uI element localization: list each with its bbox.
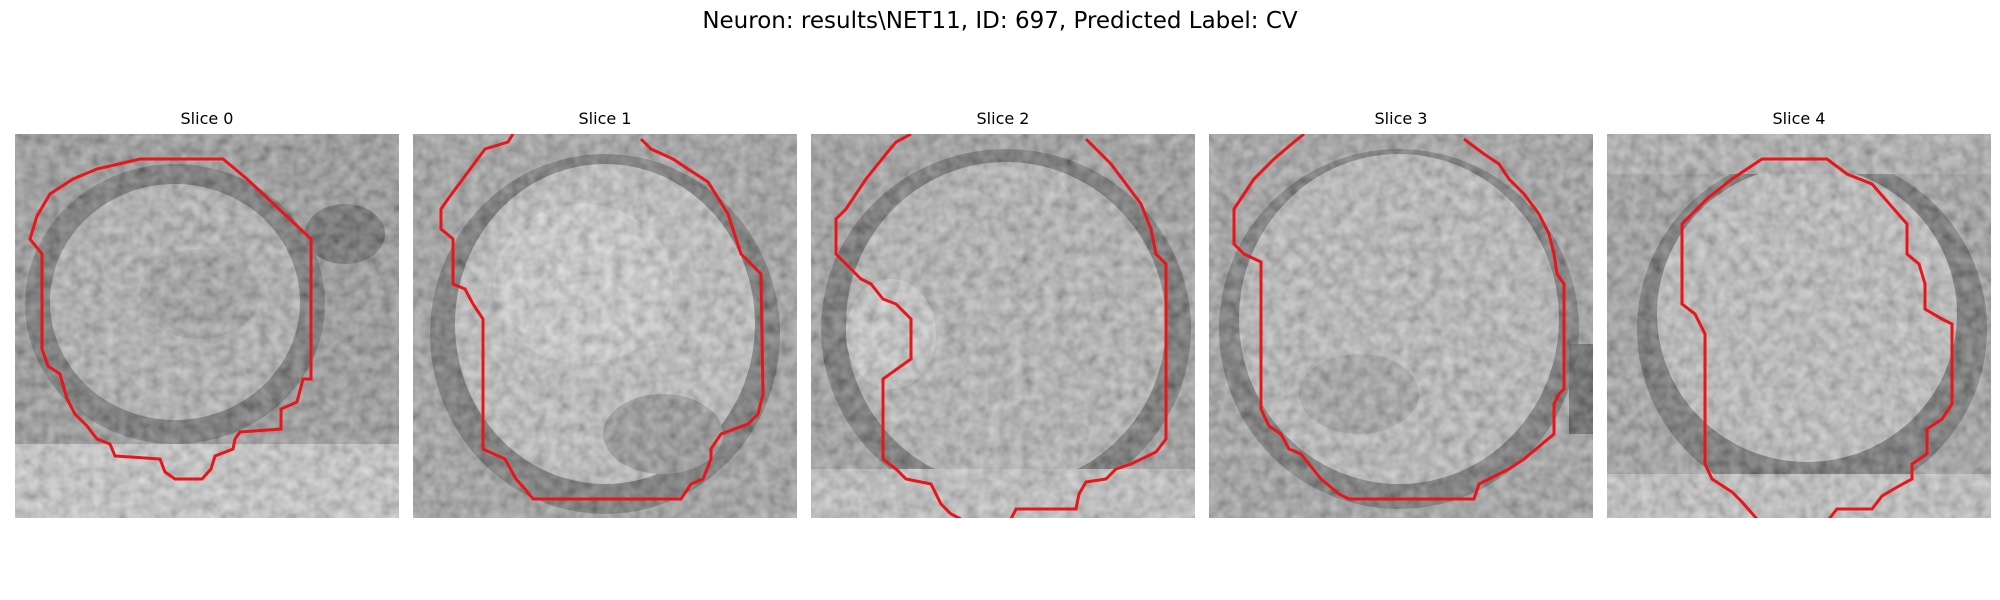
contour-0 [28,157,313,481]
slice-image-3 [1209,134,1593,518]
slice-title-1: Slice 1 [578,109,632,128]
contour-2 [834,134,1168,518]
slice-panel-2: Slice 2 [811,108,1195,518]
slice-title-3: Slice 3 [1374,109,1428,128]
slice-image-0 [15,134,399,518]
slice-title-0: Slice 0 [180,109,234,128]
contour-4 [1680,157,1954,518]
slice-panel-1: Slice 1 [413,108,797,518]
slice-image-4 [1607,134,1991,518]
slice-panel-0: Slice 0 [15,108,399,518]
figure-title: Neuron: results\NET11, ID: 697, Predicte… [702,8,1298,34]
contour-1 [439,134,765,501]
slice-panel-4: Slice 4 [1607,108,1991,518]
slice-title-4: Slice 4 [1772,109,1826,128]
slice-image-1 [413,134,797,518]
slice-panel-3: Slice 3 [1209,108,1593,518]
slice-title-2: Slice 2 [976,109,1030,128]
slice-image-2 [811,134,1195,518]
contour-3 [1232,134,1566,501]
